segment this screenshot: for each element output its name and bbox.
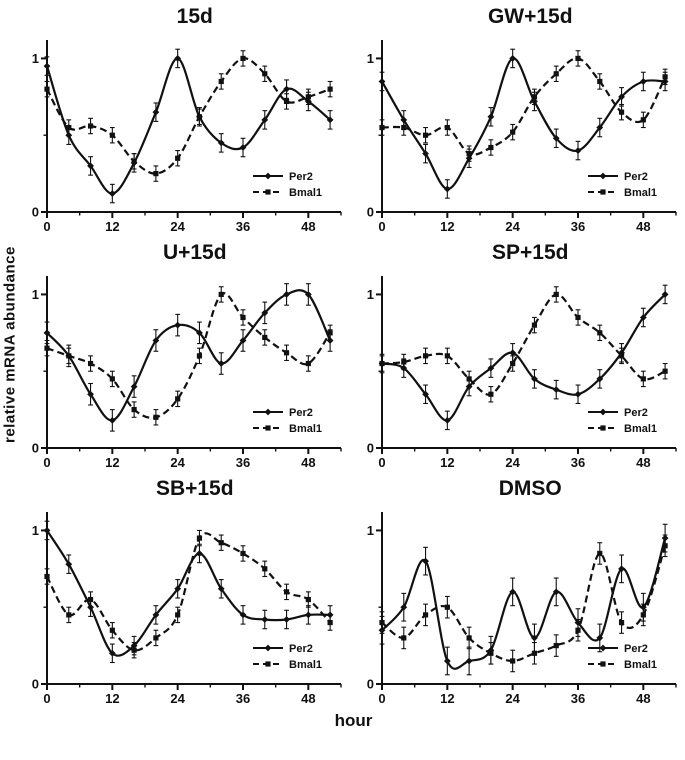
- panel-title: U+15d: [162, 241, 227, 264]
- svg-text:Bmal1: Bmal1: [624, 423, 657, 435]
- svg-text:0: 0: [367, 441, 374, 456]
- x-axis-label: hour: [334, 711, 373, 730]
- panel-title: 15d: [176, 5, 213, 28]
- svg-text:12: 12: [105, 691, 119, 706]
- panel-title: DMSO: [498, 477, 562, 500]
- panel-gw-15d: GW+15d 0 12 24 36 48 0 1 Per2 Bmal1: [358, 2, 685, 238]
- svg-text:1: 1: [367, 523, 374, 538]
- line-chart: 0 12 24 36 48 0 1 Per2 Bmal1: [367, 512, 677, 706]
- panel-15d: 15d 0 12 24 36 48 0 1 Per2 Bmal1: [22, 2, 350, 238]
- svg-text:36: 36: [571, 691, 585, 706]
- svg-text:36: 36: [236, 219, 250, 234]
- svg-text:48: 48: [636, 691, 650, 706]
- svg-text:24: 24: [170, 455, 185, 470]
- svg-text:48: 48: [301, 219, 315, 234]
- svg-text:0: 0: [32, 677, 39, 692]
- svg-text:Bmal1: Bmal1: [289, 659, 322, 671]
- svg-text:24: 24: [506, 691, 521, 706]
- line-chart: 0 12 24 36 48 0 1 Per2 Bmal1: [32, 512, 342, 706]
- svg-text:24: 24: [506, 219, 521, 234]
- svg-text:Bmal1: Bmal1: [624, 659, 657, 671]
- svg-text:12: 12: [105, 219, 119, 234]
- svg-text:Bmal1: Bmal1: [289, 423, 322, 435]
- svg-text:Bmal1: Bmal1: [289, 187, 322, 199]
- panel-title: SP+15d: [492, 241, 569, 264]
- svg-text:Per2: Per2: [624, 643, 648, 655]
- svg-text:Per2: Per2: [624, 407, 648, 419]
- svg-text:48: 48: [636, 219, 650, 234]
- svg-text:48: 48: [301, 455, 315, 470]
- svg-text:12: 12: [440, 455, 454, 470]
- y-axis-label: relative mRNA abundance: [1, 246, 19, 444]
- svg-text:0: 0: [43, 455, 50, 470]
- svg-text:24: 24: [170, 219, 185, 234]
- svg-text:12: 12: [440, 691, 454, 706]
- svg-text:1: 1: [367, 51, 374, 66]
- svg-text:12: 12: [440, 219, 454, 234]
- svg-text:0: 0: [367, 677, 374, 692]
- panel-grid: 15d 0 12 24 36 48 0 1 Per2 Bmal1 GW+15d 0 12 24 36 4…: [22, 0, 685, 710]
- svg-text:24: 24: [506, 455, 521, 470]
- svg-text:1: 1: [32, 287, 39, 302]
- svg-text:0: 0: [43, 219, 50, 234]
- svg-text:0: 0: [32, 205, 39, 220]
- svg-text:0: 0: [379, 219, 386, 234]
- svg-text:36: 36: [571, 455, 585, 470]
- svg-text:1: 1: [32, 523, 39, 538]
- panel-title: SB+15d: [155, 477, 234, 500]
- svg-text:36: 36: [236, 455, 250, 470]
- panel-title: GW+15d: [487, 5, 573, 28]
- svg-text:0: 0: [379, 455, 386, 470]
- svg-text:Per2: Per2: [289, 171, 313, 183]
- panel-u-15d: U+15d 0 12 24 36 48 0 1 Per2 Bmal1: [22, 238, 350, 474]
- svg-text:48: 48: [301, 691, 315, 706]
- line-chart: 0 12 24 36 48 0 1 Per2 Bmal1: [32, 40, 342, 234]
- svg-text:Per2: Per2: [624, 171, 648, 183]
- svg-text:Bmal1: Bmal1: [624, 187, 657, 199]
- svg-text:48: 48: [636, 455, 650, 470]
- svg-text:36: 36: [236, 691, 250, 706]
- svg-text:Per2: Per2: [289, 643, 313, 655]
- svg-text:1: 1: [32, 51, 39, 66]
- svg-text:12: 12: [105, 455, 119, 470]
- svg-text:0: 0: [367, 205, 374, 220]
- panel-dmso: DMSO 0 12 24 36 48 0 1 Per2 Bmal1: [358, 474, 685, 710]
- line-chart: 0 12 24 36 48 0 1 Per2 Bmal1: [367, 276, 677, 470]
- svg-text:1: 1: [367, 287, 374, 302]
- svg-text:36: 36: [571, 219, 585, 234]
- panel-sp-15d: SP+15d 0 12 24 36 48 0 1 Per2 Bmal1: [358, 238, 685, 474]
- panel-sb-15d: SB+15d 0 12 24 36 48 0 1 Per2 Bmal1: [22, 474, 350, 710]
- svg-text:0: 0: [379, 691, 386, 706]
- svg-text:24: 24: [170, 691, 185, 706]
- line-chart: 0 12 24 36 48 0 1 Per2 Bmal1: [367, 40, 677, 234]
- svg-text:Per2: Per2: [289, 407, 313, 419]
- svg-text:0: 0: [43, 691, 50, 706]
- line-chart: 0 12 24 36 48 0 1 Per2 Bmal1: [32, 276, 342, 470]
- svg-text:0: 0: [32, 441, 39, 456]
